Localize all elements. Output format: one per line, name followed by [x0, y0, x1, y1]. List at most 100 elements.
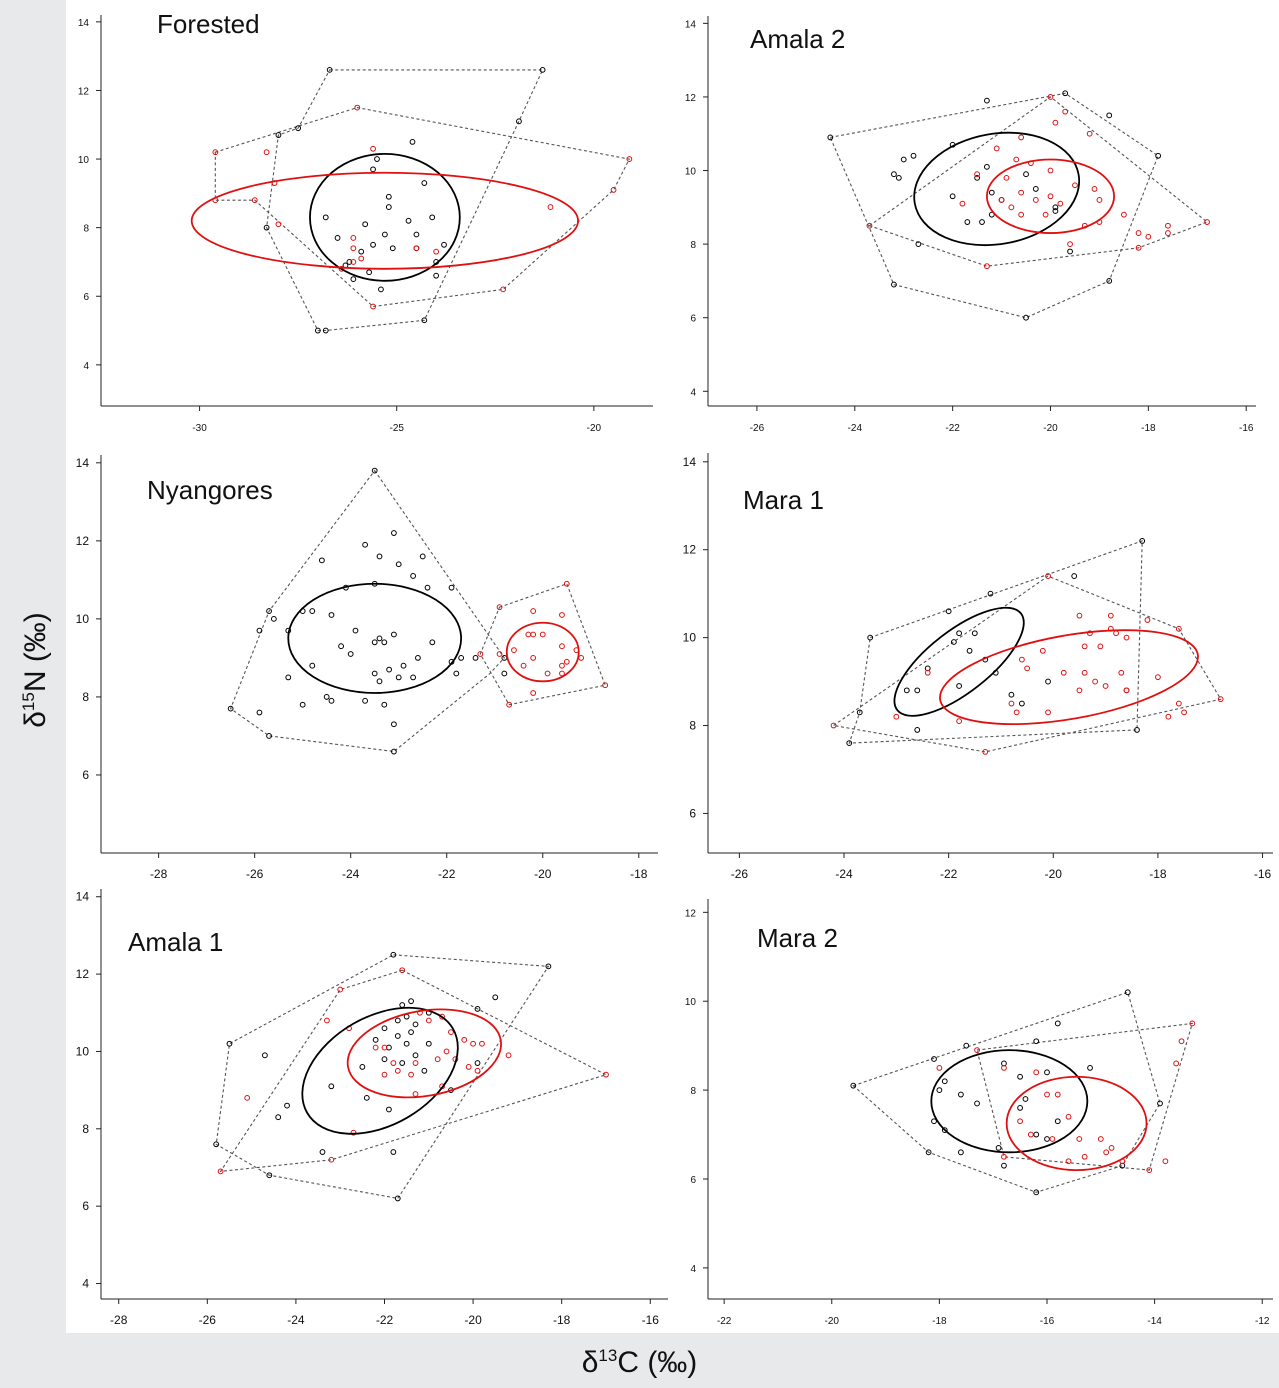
x-tick-label: -20 [825, 1316, 840, 1327]
data-point-red [461, 1036, 468, 1043]
data-point-red [1076, 612, 1083, 619]
data-point-red [1086, 630, 1093, 637]
x-tick-label: -22 [945, 423, 960, 434]
data-point-red [470, 1040, 476, 1047]
x-tick-label: -26 [199, 1313, 217, 1327]
data-point-red [559, 612, 565, 618]
data-point-black [846, 740, 853, 747]
data-point-black [400, 662, 407, 669]
data-point-red [959, 200, 966, 207]
data-point-black [983, 97, 990, 104]
data-point-black [433, 272, 440, 279]
data-point-red [381, 1044, 388, 1051]
data-point-red [530, 608, 537, 614]
data-point-black [366, 269, 373, 276]
data-point-black [410, 573, 417, 579]
data-point-red [603, 1071, 609, 1078]
data-point-black [474, 1060, 481, 1066]
data-point-red [1146, 1167, 1153, 1174]
data-point-black [328, 612, 335, 618]
data-point-black [394, 1033, 401, 1039]
data-point-black [1157, 1100, 1163, 1107]
data-point-red [408, 1071, 414, 1078]
data-point-black [226, 1040, 233, 1047]
panel-title: Amala 1 [128, 927, 223, 957]
x-tick-label: -30 [192, 423, 207, 434]
data-point-black [350, 276, 357, 282]
y-tick-label: 6 [690, 1175, 696, 1186]
data-point-red [350, 259, 357, 265]
data-point-black [261, 1052, 268, 1059]
data-point-black [891, 281, 897, 288]
y-tick-label: 6 [690, 314, 696, 325]
data-point-red [372, 1044, 379, 1051]
data-point-black [421, 180, 428, 186]
data-point-black [949, 193, 956, 200]
data-point-red [413, 245, 420, 252]
data-point-black [516, 118, 522, 125]
x-tick-label: -20 [534, 867, 552, 881]
data-point-red [520, 662, 527, 669]
data-point-red [1135, 244, 1142, 251]
data-point-red [1165, 713, 1172, 720]
x-axis-title-isotope: 13 [598, 1346, 618, 1365]
data-point-red [394, 1067, 401, 1074]
data-point-black [421, 317, 428, 324]
data-point-black [914, 687, 921, 694]
data-point-black [386, 666, 393, 673]
data-point-black [409, 139, 416, 145]
data-point-red [974, 1047, 980, 1054]
data-point-black [964, 219, 971, 225]
data-point-black [419, 553, 426, 560]
data-point-red [1039, 647, 1046, 654]
data-point-black [458, 655, 465, 661]
data-point-black [381, 701, 388, 708]
data-point-red [443, 1048, 450, 1055]
data-point-black [827, 134, 834, 141]
data-point-black [856, 709, 863, 716]
data-point-red [275, 221, 282, 228]
x-tick-label: -12 [1255, 1316, 1270, 1327]
data-point-red [1072, 182, 1078, 189]
x-tick-label: -22 [376, 1313, 394, 1327]
data-point-red [559, 643, 565, 650]
data-point-red [1001, 1153, 1007, 1160]
data-point-black [381, 1056, 388, 1063]
data-point-red [1045, 709, 1051, 716]
data-point-black [381, 1025, 388, 1032]
data-point-red [982, 749, 989, 755]
data-point-red [1042, 211, 1049, 218]
data-point-black [950, 639, 957, 645]
data-point-red [563, 658, 570, 665]
data-point-red [1144, 617, 1151, 623]
convex-hull-red [219, 969, 608, 1173]
x-tick-label: -22 [717, 1316, 732, 1327]
data-point-black [372, 1036, 379, 1043]
data-point-red [1081, 643, 1088, 650]
data-point-black [322, 214, 329, 221]
data-point-red [1108, 1144, 1115, 1151]
x-tick-label: -20 [1043, 423, 1058, 434]
data-point-black [371, 639, 378, 646]
data-point-red [1175, 625, 1182, 632]
data-point-red [1060, 669, 1067, 676]
data-point-red [602, 682, 609, 689]
data-point-black [323, 694, 330, 700]
x-axis-title-unit: C (‰) [617, 1346, 698, 1379]
data-point-black [285, 674, 292, 681]
data-point-black [318, 557, 325, 564]
data-point-black [266, 608, 272, 614]
data-point-black [389, 245, 396, 252]
y-axis-title-delta: δ [19, 711, 52, 728]
data-point-black [974, 1100, 980, 1107]
y-tick-label: 4 [82, 1277, 89, 1291]
x-axis-title-delta: δ [581, 1346, 599, 1379]
data-point-red [1173, 1060, 1180, 1067]
x-tick-label: -18 [630, 867, 648, 881]
data-point-red [511, 647, 517, 653]
data-point-red [530, 690, 537, 696]
y-tick-label: 8 [83, 224, 89, 235]
data-point-red [1032, 197, 1039, 203]
data-point-red [830, 722, 837, 729]
data-point-red [425, 1017, 432, 1024]
